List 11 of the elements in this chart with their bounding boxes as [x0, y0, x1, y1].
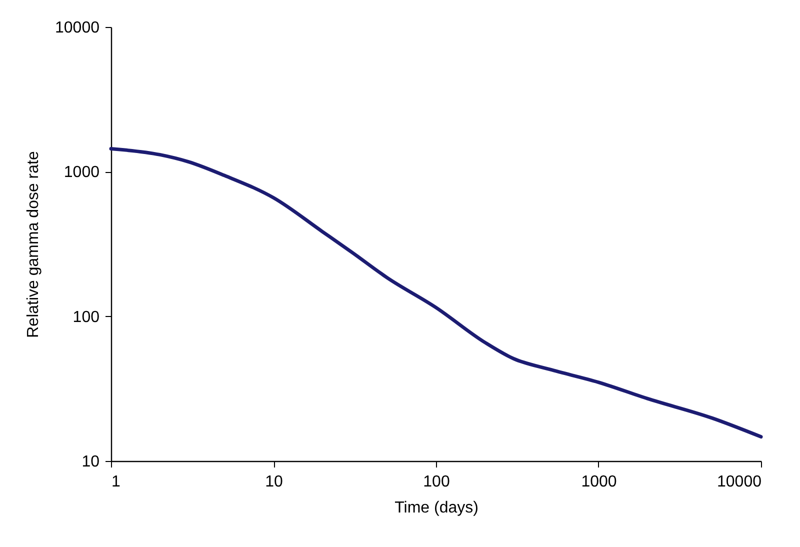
x-tick-label: 10000 — [717, 474, 762, 490]
x-tick-label: 10 — [265, 474, 283, 490]
y-tick-label: 100 — [72, 308, 100, 326]
x-tick-label: 1 — [112, 474, 120, 490]
x-axis-title: Time (days) — [394, 500, 478, 516]
y-axis-title: Relative gamma dose rate — [25, 151, 42, 338]
y-tick-label: 10000 — [55, 20, 100, 36]
y-tick-label: 1000 — [64, 164, 100, 182]
x-tick-label: 1000 — [581, 474, 617, 490]
y-tick-label: 10 — [82, 454, 100, 470]
x-tick-label: 100 — [423, 474, 450, 490]
